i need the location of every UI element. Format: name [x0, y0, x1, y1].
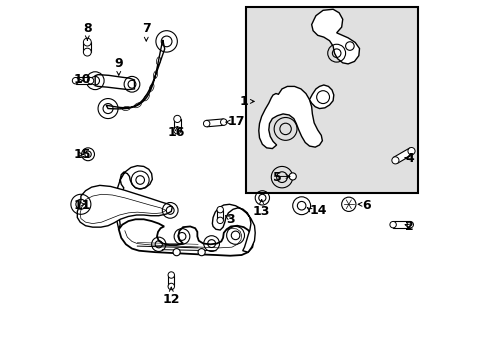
Text: 1: 1 — [239, 95, 247, 108]
Polygon shape — [212, 204, 255, 252]
Ellipse shape — [173, 115, 181, 122]
Text: 8: 8 — [83, 22, 91, 35]
Ellipse shape — [217, 206, 223, 213]
Ellipse shape — [87, 77, 94, 84]
Text: 12: 12 — [162, 293, 180, 306]
Text: 10: 10 — [74, 73, 91, 86]
Ellipse shape — [288, 173, 296, 180]
Ellipse shape — [406, 221, 413, 228]
Text: 14: 14 — [309, 204, 326, 217]
Ellipse shape — [391, 157, 398, 164]
Ellipse shape — [407, 148, 414, 155]
Polygon shape — [258, 86, 322, 149]
Ellipse shape — [341, 197, 355, 211]
Text: 5: 5 — [272, 171, 281, 184]
Text: 2: 2 — [405, 220, 413, 233]
Polygon shape — [217, 210, 223, 220]
Ellipse shape — [83, 48, 91, 56]
Polygon shape — [95, 75, 134, 90]
Polygon shape — [168, 275, 174, 287]
Polygon shape — [206, 119, 224, 127]
Bar — [246, 7, 417, 193]
Text: 17: 17 — [227, 114, 244, 127]
Polygon shape — [392, 221, 409, 228]
Ellipse shape — [316, 91, 329, 104]
Ellipse shape — [217, 217, 223, 224]
Polygon shape — [119, 219, 253, 256]
Polygon shape — [77, 185, 172, 227]
Polygon shape — [115, 166, 152, 229]
Ellipse shape — [345, 42, 353, 50]
Polygon shape — [393, 148, 412, 163]
Text: 6: 6 — [362, 198, 370, 212]
Text: 11: 11 — [74, 198, 91, 212]
Text: 13: 13 — [252, 205, 270, 218]
Ellipse shape — [203, 120, 209, 127]
Text: 7: 7 — [142, 22, 150, 35]
Text: 15: 15 — [74, 148, 91, 162]
Polygon shape — [75, 77, 90, 84]
Polygon shape — [106, 40, 164, 109]
Polygon shape — [83, 42, 91, 52]
Ellipse shape — [83, 38, 91, 46]
Text: 9: 9 — [114, 57, 123, 70]
Ellipse shape — [220, 119, 226, 125]
Polygon shape — [311, 9, 359, 64]
Ellipse shape — [389, 221, 395, 228]
Ellipse shape — [168, 272, 174, 278]
Ellipse shape — [168, 283, 174, 290]
Text: 16: 16 — [167, 126, 184, 139]
Text: 4: 4 — [405, 152, 413, 165]
Polygon shape — [173, 119, 181, 130]
Ellipse shape — [173, 127, 181, 134]
Ellipse shape — [198, 249, 205, 256]
Ellipse shape — [72, 77, 79, 84]
Polygon shape — [309, 85, 333, 109]
Text: 3: 3 — [226, 213, 235, 226]
Ellipse shape — [173, 249, 180, 256]
